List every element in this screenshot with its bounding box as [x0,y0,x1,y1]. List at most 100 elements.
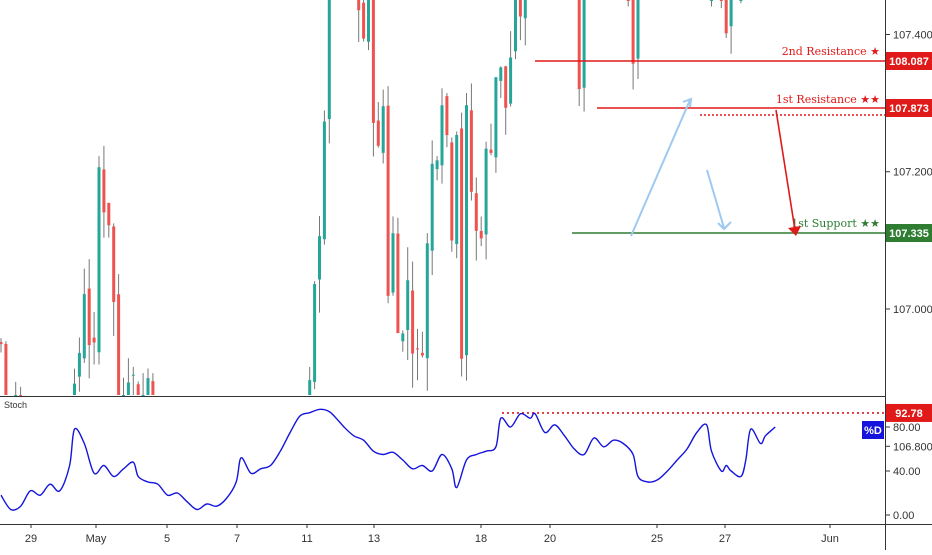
candle-body [97,167,101,353]
series-tag [862,421,884,439]
time-tick-label: 25 [651,533,663,545]
candle-body [710,0,713,1]
level-label: 2nd Resistance ★ [782,45,880,58]
candle-body [504,66,508,108]
candle-body [489,149,493,153]
projection-arrowhead [788,226,801,236]
candle-body [411,290,415,354]
candle-body [141,395,145,396]
indicator-label: Stoch [4,400,27,410]
candle-body [327,0,331,120]
candle-body [362,2,366,39]
candle-body [82,294,86,359]
candle-body [406,280,410,330]
time-tick-label: 18 [475,533,487,545]
time-tick-label: 27 [719,533,731,545]
candle-body [14,395,18,396]
candle-body [631,0,635,64]
candle-body [724,0,728,34]
candle-body [719,0,723,1]
price-tick-label: 107.400 [893,29,932,41]
candle-body [739,0,743,1]
candle-body [416,348,419,350]
candle-body [523,0,527,19]
price-tick-label: 106.800 [893,441,932,453]
candle-body [376,120,380,146]
candle-body [112,226,116,302]
pattern-arrowhead [717,221,732,231]
candle-body [440,105,444,166]
candle-body [19,395,23,396]
candle-body [367,0,370,42]
candle-body [460,128,464,359]
candle-body [0,342,3,345]
candle-body [484,148,488,235]
time-tick-label: 13 [368,533,380,545]
time-tick-label: Jun [821,533,839,545]
stoch-tick-label: 40.00 [893,466,921,478]
candle-body [401,333,405,342]
candle-body [381,106,385,153]
candle-body [73,383,76,395]
candle-body [146,378,150,395]
candle-body [4,343,8,395]
candle-body [313,284,317,382]
candle-body [318,236,321,280]
level-price-tag [886,52,932,70]
candle-body [474,193,478,231]
candle-body [499,67,503,81]
time-tick-label: 29 [25,533,37,545]
candle-body [494,77,498,158]
price-tick-label: 107.000 [893,304,932,316]
candle-body [626,0,630,1]
pattern-arrow-up [630,99,691,237]
candle-body [445,96,449,136]
candle-body [117,294,121,395]
time-tick-label: 5 [164,533,170,545]
candle-body [469,110,473,192]
candle-body [455,134,459,245]
level-price-tag [886,224,932,242]
candle-body [577,0,581,90]
candle-body [357,0,361,11]
candle-body [582,0,586,88]
candle-body [131,374,135,376]
candle-body [77,352,81,377]
candle-body [450,142,454,241]
candle-body [107,202,111,226]
stoch-threshold-value: 92.78 [895,408,923,420]
candle-body [430,163,434,251]
level-price-value: 108.087 [889,56,929,68]
candle-body [479,230,483,239]
candle-body [391,233,395,293]
candle-body [518,0,522,17]
candle-body [322,121,326,240]
candle-body [509,57,513,104]
candle-body [435,160,439,170]
candle-body [386,105,390,296]
candle-body [136,384,140,395]
projection-arrow [775,109,796,231]
candle-body [308,380,312,395]
stoch-tick-label: 80.00 [893,422,921,434]
candle-body [514,0,517,52]
stoch-tick-label: 0.00 [893,510,914,522]
candle-body [420,352,424,356]
level-price-value: 107.873 [889,103,929,115]
time-tick-label: 11 [301,533,312,545]
stoch-threshold-tag [886,403,932,422]
candle-body [87,288,91,346]
candle-body [126,382,130,395]
time-tick-label: May [86,533,107,545]
series-label: %D [864,425,882,437]
level-price-tag [886,99,932,117]
pattern-arrow-down [706,169,725,229]
candle-body [92,337,96,343]
time-tick-label: 7 [234,533,240,545]
candle-body [425,243,429,359]
level-price-value: 107.335 [889,228,929,240]
time-tick-label: 20 [544,533,556,545]
stoch-series-line [0,408,776,511]
